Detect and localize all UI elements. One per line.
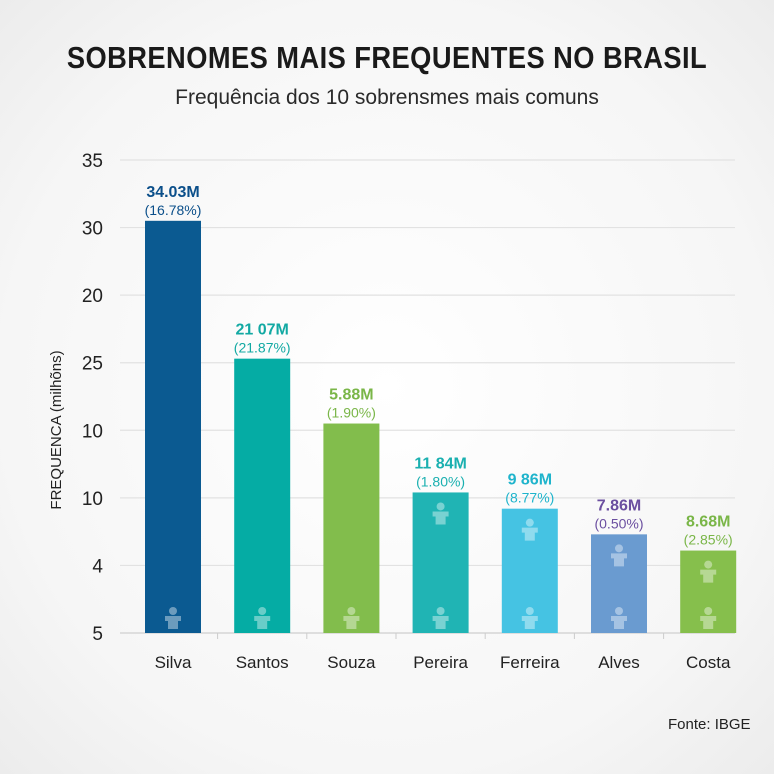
- y-axis-label: FREQUENCA (milhõns): [48, 350, 65, 509]
- x-tick-label: Silva: [155, 653, 192, 672]
- chart-title: SOBRENOMES MAIS FREQUENTES NO BRASIL: [66, 40, 708, 75]
- x-tick-label: Alves: [598, 653, 640, 672]
- y-tick-label: 30: [82, 219, 103, 240]
- person-icon: [611, 607, 627, 629]
- person-icon: [343, 607, 360, 629]
- y-tick-label: 25: [82, 354, 103, 375]
- percent-label: (0.50%): [594, 515, 643, 531]
- bar-alves: [591, 534, 647, 633]
- bar-souza: [323, 423, 380, 633]
- percent-label: (16.78%): [145, 202, 202, 218]
- person-icon: [700, 607, 717, 629]
- person-icon: [700, 560, 717, 583]
- value-label: 8.68M: [686, 514, 730, 531]
- person-icon: [521, 518, 538, 541]
- x-tick-label: Santos: [236, 653, 289, 672]
- bar-costa: [680, 550, 737, 633]
- person-icon: [254, 607, 271, 629]
- y-tick-label: 10: [82, 421, 103, 442]
- value-label: 11 84M: [414, 455, 466, 472]
- percent-label: (2.85%): [684, 532, 733, 548]
- y-tick-label: 20: [82, 286, 103, 307]
- value-label: 7.86M: [597, 497, 641, 514]
- value-label: 9 86M: [508, 472, 552, 489]
- y-tick-label: 4: [92, 556, 103, 577]
- percent-label: (1.90%): [327, 405, 376, 421]
- y-tick-label: 35: [82, 151, 103, 172]
- y-tick-label: 5: [92, 624, 103, 645]
- person-icon: [432, 607, 449, 629]
- person-icon: [432, 502, 449, 525]
- x-tick-label: Pereira: [413, 653, 468, 672]
- x-tick-label: Costa: [686, 653, 731, 672]
- bar-ferreira: [501, 508, 558, 633]
- percent-label: (8.77%): [505, 490, 554, 506]
- x-tick-label: Souza: [327, 653, 376, 672]
- chart-subtitle: Frequência dos 10 sobrensmes mais comuns: [175, 86, 599, 109]
- value-label: 34.03M: [146, 184, 199, 201]
- person-icon: [165, 607, 181, 629]
- person-icon: [521, 607, 538, 629]
- percent-label: (1.80%): [416, 473, 465, 489]
- bar-pereira: [412, 492, 469, 633]
- source-note: Fonte: IBGE: [668, 716, 751, 733]
- bar-santos: [234, 358, 291, 633]
- value-label: 21 07M: [236, 322, 289, 339]
- person-icon: [611, 544, 627, 567]
- value-label: 5.88M: [329, 387, 373, 404]
- percent-label: (21.87%): [234, 340, 291, 356]
- y-tick-label: 10: [82, 489, 103, 510]
- bar-silva: [145, 220, 201, 634]
- x-tick-label: Ferreira: [500, 653, 560, 672]
